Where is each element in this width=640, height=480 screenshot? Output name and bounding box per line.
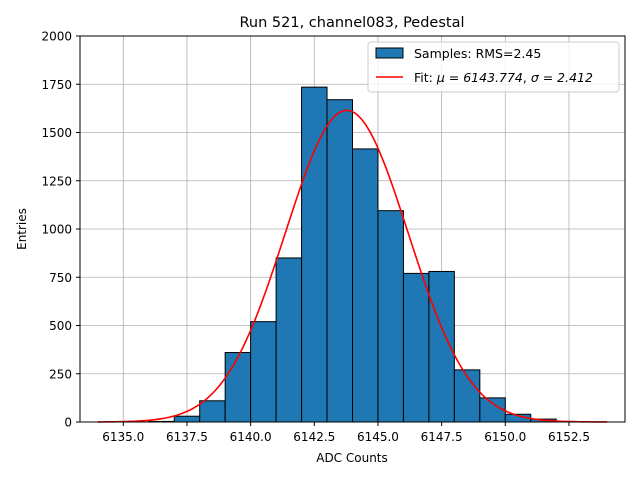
histogram-bar (275, 257, 303, 423)
y-tick-label: 750 (49, 271, 72, 285)
histogram-bar (479, 397, 506, 423)
fit-curve-group (97, 109, 608, 423)
histogram-bar (352, 148, 379, 423)
x-tick-label: 6135.0 (102, 430, 144, 444)
y-tick-label: 250 (49, 367, 72, 381)
histogram-bar (250, 321, 277, 423)
legend-fit-label: Fit: μ = 6143.774, σ = 2.412 (414, 70, 593, 85)
histogram-bars (148, 86, 557, 423)
histogram-bar (377, 210, 404, 423)
x-tick-label: 6152.5 (548, 430, 590, 444)
x-tick-label: 6147.5 (421, 430, 463, 444)
x-tick-label: 6137.5 (166, 430, 208, 444)
legend-fit-mu: μ = 6143.774 (436, 70, 523, 85)
y-tick-label: 1500 (41, 126, 72, 140)
chart-title: Run 521, channel083, Pedestal (239, 15, 464, 31)
y-axis-ticks: 0 250 500 750 1000 1250 1500 1750 2000 (41, 30, 80, 430)
x-tick-label: 6140.0 (230, 430, 272, 444)
y-tick-label: 1750 (41, 78, 72, 92)
legend-histogram-label: Samples: RMS=2.45 (414, 46, 541, 61)
y-tick-label: 2000 (41, 30, 72, 44)
histogram-bar (326, 99, 354, 423)
histogram-bar (301, 86, 328, 423)
y-tick-label: 1000 (41, 223, 72, 237)
histogram-bar (453, 369, 481, 423)
y-axis-label: Entries (15, 208, 29, 250)
legend: Samples: RMS=2.45 Fit: μ = 6143.774, σ =… (367, 41, 620, 93)
histogram-bar (199, 400, 226, 423)
x-axis-label: ADC Counts (316, 451, 388, 465)
legend-box (367, 41, 620, 93)
histogram-bar (173, 415, 201, 423)
y-tick-label: 0 (64, 416, 72, 430)
histogram-bar (402, 272, 430, 423)
x-axis-ticks: 6135.0 6137.5 6140.0 6142.5 6145.0 6147.5 6150… (102, 422, 590, 444)
y-tick-label: 1250 (41, 174, 72, 188)
x-tick-label: 6150.0 (484, 430, 526, 444)
legend-fit-prefix: Fit: (414, 70, 437, 85)
legend-fit-sep: , (523, 70, 531, 85)
histogram-bar (224, 352, 252, 423)
legend-histogram-swatch (375, 47, 404, 59)
x-tick-label: 6145.0 (357, 430, 399, 444)
x-tick-label: 6142.5 (293, 430, 335, 444)
y-tick-label: 500 (49, 319, 72, 333)
fit-curve (97, 109, 608, 423)
legend-fit-sigma: σ = 2.412 (531, 70, 593, 85)
